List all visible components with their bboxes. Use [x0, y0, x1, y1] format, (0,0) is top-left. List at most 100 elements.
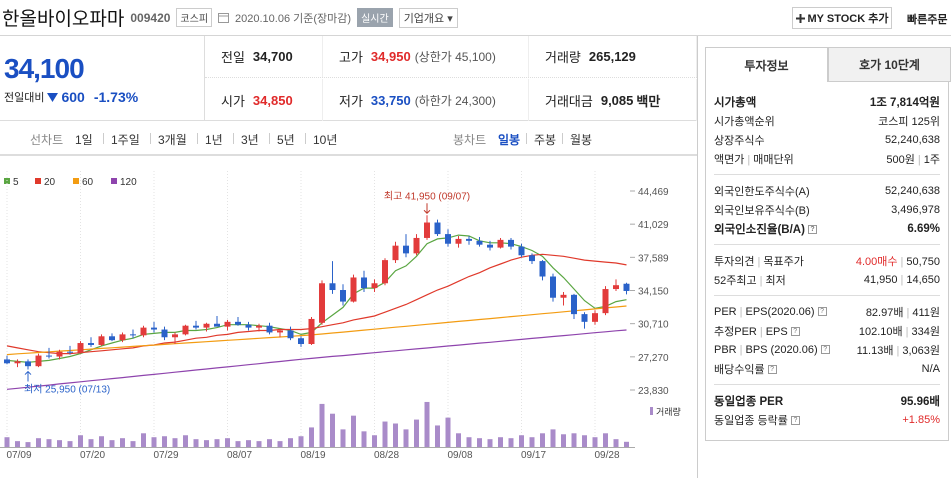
volume-bar — [109, 440, 115, 447]
period-tab[interactable]: 3개월 — [158, 133, 187, 147]
period-tab[interactable]: 10년 — [313, 133, 338, 147]
legend-swatch — [35, 178, 41, 184]
volume-bar — [603, 433, 608, 447]
volume-bar — [613, 439, 619, 447]
value-part: 11.13배 — [856, 344, 894, 357]
value-part: +1.85% — [902, 413, 940, 426]
volume-bar — [424, 401, 430, 447]
candle-body — [392, 245, 399, 261]
my-stock-button[interactable]: MY STOCK 추가 — [792, 7, 892, 29]
volume-bar — [414, 419, 419, 447]
value-part: 52,240,638 — [884, 133, 940, 146]
candle-body — [329, 283, 336, 291]
volume-bar — [288, 438, 293, 447]
separator: | — [759, 274, 763, 287]
change: 전일대비 600 -1.73% — [4, 89, 138, 105]
info-value: 102.10배 | 334원 — [859, 323, 940, 339]
stat-value: 34,700 — [252, 49, 293, 64]
value-part: 1조 7,814억원 — [869, 96, 940, 109]
candle-body — [403, 245, 409, 254]
max-annotation: 최고 41,950 (09/07) — [384, 190, 470, 202]
candle-tab[interactable]: 주봉 — [534, 133, 557, 147]
candle-body — [613, 285, 619, 290]
period-tab[interactable]: 1년 — [205, 133, 223, 147]
current-price: 34,100 — [4, 53, 85, 84]
candle-tab[interactable]: 일봉 — [498, 133, 521, 147]
help-icon[interactable]: ? — [790, 416, 800, 426]
volume-bar — [435, 425, 440, 447]
stat-label: 저가 — [339, 93, 363, 109]
candle-body — [172, 334, 178, 338]
info-group: PER | EPS(2020.06)? 82.97배 | 411원 추정PER | EPS? 10… — [714, 295, 940, 384]
info-label: PBR | BPS (2020.06)? — [714, 344, 830, 356]
info-row: 외국인보유주식수(B) 3,496,978 — [714, 200, 940, 219]
candle-body — [298, 338, 304, 345]
period-tab[interactable]: 3년 — [241, 133, 259, 147]
stock-code: 009420 — [130, 10, 171, 25]
volume-bar — [592, 437, 598, 447]
help-icon[interactable]: ? — [767, 365, 777, 375]
candle-tab[interactable]: 월봉 — [570, 133, 593, 147]
label-part: 상장주식수 — [714, 134, 765, 147]
volume-bar — [466, 437, 472, 447]
info-row: 액면가 | 매매단위 500원 | 1주 — [714, 149, 940, 168]
panel-tab[interactable]: 호가 10단계 — [828, 47, 951, 82]
calendar-icon — [218, 13, 230, 23]
volume-bar — [309, 427, 314, 447]
label-part: 시가총액 — [714, 96, 757, 109]
help-icon[interactable]: ? — [790, 327, 800, 337]
volume-bar — [361, 431, 367, 447]
stat-value: 265,129 — [588, 49, 636, 64]
realtime-badge[interactable]: 실시간 — [357, 8, 393, 27]
candle-body — [508, 239, 514, 247]
info-row: 상장주식수 52,240,638 — [714, 130, 940, 149]
info-group: 외국인한도주식수(A) 52,240,638 외국인보유주식수(B) 3,496,97… — [714, 174, 940, 244]
period-tab[interactable]: 1일 — [75, 133, 93, 147]
period-tab[interactable]: 5년 — [277, 133, 295, 147]
quick-order[interactable]: 빠른주문 — [907, 14, 948, 26]
x-tick-label: 07/20 — [80, 450, 105, 461]
plus-icon — [795, 13, 805, 23]
help-icon[interactable]: ? — [807, 224, 817, 234]
legend-swatch — [111, 178, 117, 184]
period-tab[interactable]: 1주일 — [111, 133, 140, 147]
stat-label: 시가 — [221, 93, 245, 109]
header: 한올바이오파마 009420 코스피 2020.10.06 기준(장마감) 실시… — [0, 0, 951, 36]
label-part: 배당수익률 — [714, 363, 765, 376]
panel-tab[interactable]: 투자정보 — [705, 47, 828, 82]
volume-bar — [372, 435, 377, 447]
volume-bar — [162, 436, 167, 447]
volume-bar — [78, 435, 83, 447]
candle-body — [161, 329, 168, 338]
volume-bar — [571, 433, 577, 447]
info-value: 41,950 | 14,650 — [864, 274, 940, 286]
stock-chart: 23,830 27,270 30,710 34,150 37,589 41,029 44,4… — [0, 155, 697, 461]
candle-body — [487, 244, 493, 248]
volume-bar — [193, 439, 199, 447]
separator: | — [747, 153, 751, 166]
label-part: 외국인보유주식수(B) — [714, 204, 810, 217]
volume-bar — [235, 441, 241, 447]
info-value: 6.69% — [907, 223, 940, 235]
overview-dropdown[interactable]: 기업개요 ▾ — [398, 7, 458, 28]
candle-body — [571, 294, 577, 315]
tab-group-label: 봉차트 — [453, 133, 487, 147]
label-part: 투자의견 — [714, 255, 755, 268]
price-box: 34,100 전일대비 600 -1.73% — [0, 36, 205, 121]
info-value: 82.97배 | 411원 — [866, 304, 940, 320]
help-icon[interactable]: ? — [817, 307, 827, 317]
volume-bar — [36, 438, 41, 447]
info-label: 동일업종 등락률? — [714, 412, 800, 428]
candle-body — [455, 238, 462, 244]
candle-body — [466, 238, 472, 241]
info-label: 시가총액순위 — [714, 113, 775, 129]
info-row: 배당수익률? N/A — [714, 359, 940, 378]
candle-body — [623, 283, 630, 291]
legend-label: 120 — [120, 177, 137, 188]
volume-bar — [88, 439, 94, 447]
volume-bar — [508, 438, 514, 447]
label-part: EPS(2020.06) — [745, 305, 815, 318]
help-icon[interactable]: ? — [820, 345, 830, 355]
down-arrow-icon — [47, 93, 59, 102]
